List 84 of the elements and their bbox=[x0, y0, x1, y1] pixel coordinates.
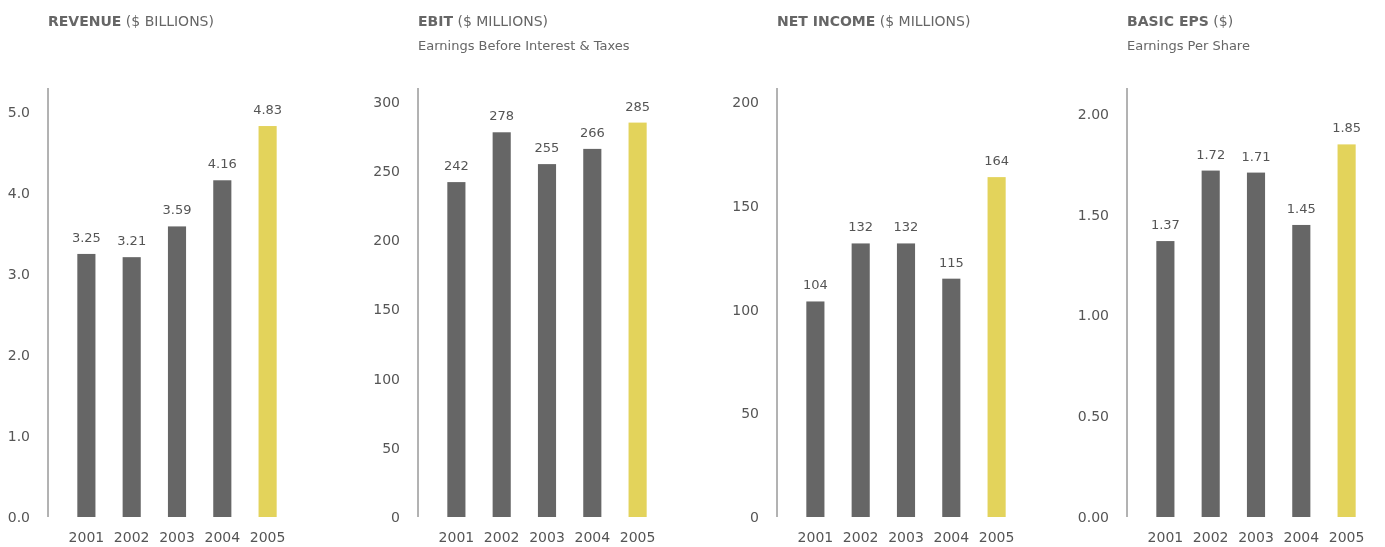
y-tick-label: 50 bbox=[741, 405, 759, 422]
y-tick-label: 2.0 bbox=[7, 347, 30, 364]
bar bbox=[987, 177, 1006, 517]
x-tick-label: 2001 bbox=[438, 529, 475, 545]
y-tick-label: 150 bbox=[373, 301, 400, 318]
bar bbox=[1156, 241, 1175, 517]
data-label: 3.25 bbox=[71, 229, 101, 245]
y-tick-label: 0.00 bbox=[1077, 508, 1109, 525]
y-tick-label: 3.0 bbox=[7, 266, 30, 283]
bar bbox=[213, 180, 232, 517]
x-tick-label: 2001 bbox=[1147, 529, 1184, 545]
chart-title: NET INCOME ($ MILLIONS) bbox=[777, 13, 971, 29]
y-tick-label: 100 bbox=[732, 301, 759, 318]
data-label: 242 bbox=[443, 158, 469, 174]
bar bbox=[942, 278, 961, 517]
bar bbox=[167, 226, 187, 517]
y-tick-label: 100 bbox=[373, 370, 400, 387]
x-tick-label: 2003 bbox=[1238, 529, 1274, 545]
data-label: 255 bbox=[534, 140, 560, 156]
x-tick-label: 2002 bbox=[1192, 529, 1229, 545]
data-label: 1.37 bbox=[1150, 217, 1180, 233]
chart-title: REVENUE ($ BILLIONS) bbox=[48, 13, 214, 29]
bar bbox=[122, 257, 141, 517]
data-label: 4.83 bbox=[253, 102, 283, 118]
y-tick-label: 1.00 bbox=[1077, 307, 1109, 324]
y-tick-label: 0.0 bbox=[7, 508, 30, 525]
bar bbox=[1337, 144, 1356, 517]
data-label: 285 bbox=[625, 98, 651, 114]
x-tick-label: 2005 bbox=[249, 529, 286, 545]
data-label: 1.85 bbox=[1332, 120, 1362, 136]
y-tick-label: 250 bbox=[373, 162, 400, 179]
x-tick-label: 2004 bbox=[1283, 529, 1320, 545]
x-tick-label: 2004 bbox=[574, 529, 611, 545]
y-tick-label: 0 bbox=[750, 508, 759, 525]
y-tick-label: 0.50 bbox=[1077, 408, 1109, 425]
bar bbox=[77, 253, 96, 517]
y-tick-label: 50 bbox=[382, 439, 400, 456]
data-label: 164 bbox=[984, 153, 1010, 169]
x-tick-label: 2002 bbox=[842, 529, 879, 545]
bar bbox=[1201, 170, 1220, 517]
x-tick-label: 2004 bbox=[933, 529, 970, 545]
y-tick-label: 1.50 bbox=[1077, 206, 1109, 223]
data-label: 266 bbox=[579, 124, 605, 140]
x-tick-label: 2002 bbox=[483, 529, 520, 545]
y-tick-label: 2.00 bbox=[1077, 106, 1109, 123]
x-tick-label: 2004 bbox=[204, 529, 241, 545]
x-tick-label: 2001 bbox=[797, 529, 834, 545]
x-tick-label: 2003 bbox=[529, 529, 565, 545]
data-label: 1.71 bbox=[1241, 148, 1271, 164]
x-tick-label: 2005 bbox=[619, 529, 656, 545]
y-tick-label: 300 bbox=[373, 93, 400, 110]
y-tick-label: 150 bbox=[732, 198, 759, 215]
y-tick-label: 200 bbox=[373, 232, 400, 249]
data-label: 104 bbox=[802, 277, 828, 293]
bar bbox=[806, 301, 825, 517]
chart-title: EBIT ($ MILLIONS) bbox=[418, 13, 549, 29]
bar bbox=[1246, 172, 1266, 517]
data-label: 115 bbox=[938, 254, 964, 270]
data-label: 1.72 bbox=[1196, 146, 1226, 162]
x-tick-label: 2002 bbox=[113, 529, 150, 545]
data-label: 132 bbox=[848, 219, 874, 235]
chart-subtitle: Earnings Per Share bbox=[1127, 38, 1250, 53]
data-label: 278 bbox=[489, 108, 515, 124]
data-label: 3.21 bbox=[117, 233, 147, 249]
y-tick-label: 200 bbox=[732, 94, 759, 111]
x-tick-label: 2005 bbox=[978, 529, 1015, 545]
chart-subtitle: Earnings Before Interest & Taxes bbox=[418, 38, 630, 53]
data-label: 1.45 bbox=[1286, 200, 1316, 216]
y-tick-label: 5.0 bbox=[7, 104, 30, 121]
x-tick-label: 2003 bbox=[159, 529, 195, 545]
data-label: 4.16 bbox=[207, 156, 237, 172]
x-tick-label: 2001 bbox=[68, 529, 105, 545]
bar bbox=[258, 126, 277, 517]
bar bbox=[851, 243, 870, 517]
bar bbox=[896, 243, 916, 517]
bar bbox=[1292, 224, 1311, 517]
data-label: 132 bbox=[893, 219, 919, 235]
chart-title: BASIC EPS ($) bbox=[1127, 13, 1234, 29]
x-tick-label: 2005 bbox=[1328, 529, 1365, 545]
data-label: 3.59 bbox=[162, 202, 192, 218]
y-tick-label: 0 bbox=[391, 508, 400, 525]
y-tick-label: 1.0 bbox=[7, 427, 30, 444]
y-tick-label: 4.0 bbox=[7, 185, 30, 202]
x-tick-label: 2003 bbox=[888, 529, 924, 545]
